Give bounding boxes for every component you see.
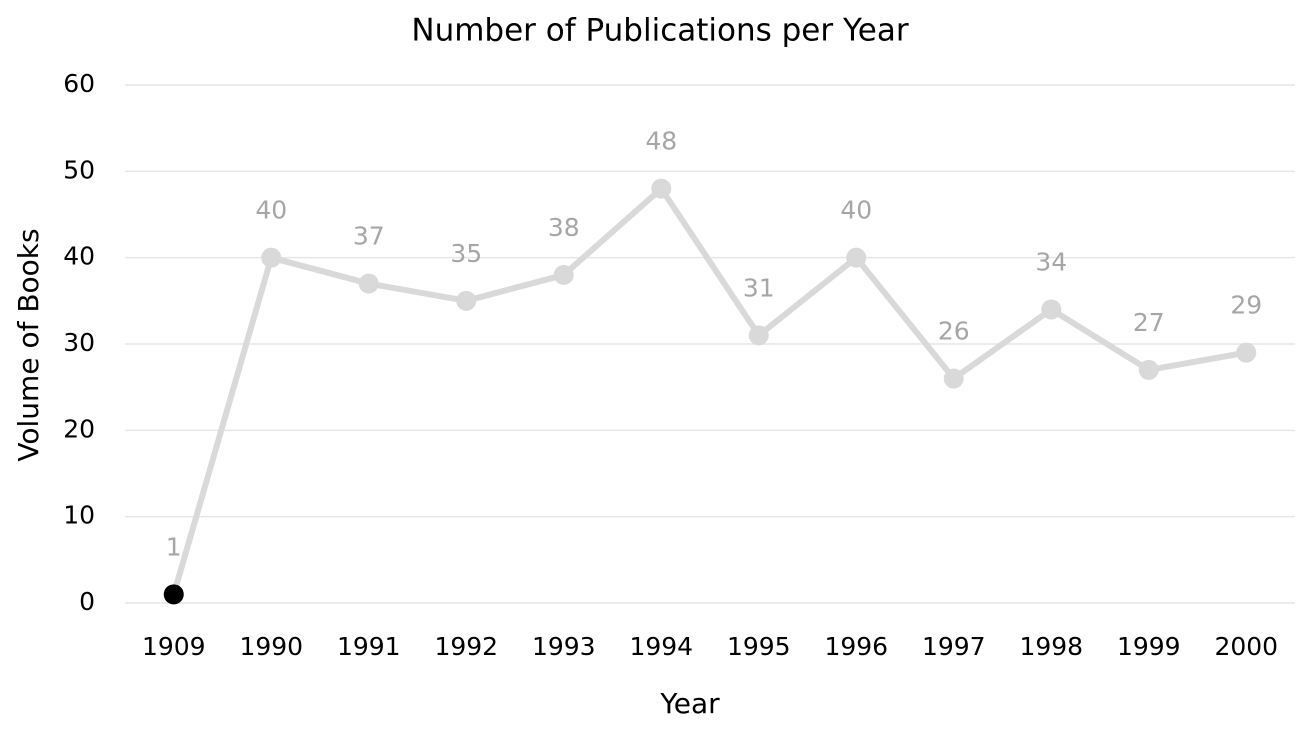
y-axis-title: Volume of Books xyxy=(12,228,45,461)
y-tick-label: 30 xyxy=(63,328,95,357)
y-tick-label: 0 xyxy=(79,587,95,616)
x-tick-label: 1991 xyxy=(337,632,401,661)
data-label: 35 xyxy=(450,239,482,268)
y-tick-label: 50 xyxy=(63,155,95,184)
data-label: 48 xyxy=(645,127,677,156)
x-tick-label: 1990 xyxy=(239,632,303,661)
marker xyxy=(748,325,769,346)
marker xyxy=(163,584,184,605)
x-tick-label: 1995 xyxy=(727,632,791,661)
marker xyxy=(1138,359,1159,380)
x-tick-label: 1997 xyxy=(922,632,986,661)
data-label: 1 xyxy=(166,532,182,561)
data-label: 40 xyxy=(255,196,287,225)
x-tick-label: 1909 xyxy=(142,632,206,661)
marker xyxy=(553,264,574,285)
x-tick-label: 1999 xyxy=(1117,632,1181,661)
marker xyxy=(943,368,964,389)
marker xyxy=(651,178,672,199)
data-label: 37 xyxy=(353,222,385,251)
data-label: 26 xyxy=(938,317,970,346)
x-tick-label: 1998 xyxy=(1019,632,1083,661)
marker xyxy=(1041,299,1062,320)
chart-title: Number of Publications per Year xyxy=(411,13,908,49)
marker xyxy=(358,273,379,294)
x-tick-label: 1992 xyxy=(434,632,498,661)
data-label: 34 xyxy=(1035,247,1067,276)
x-tick-label: 1994 xyxy=(629,632,693,661)
y-tick-label: 10 xyxy=(63,501,95,530)
x-axis-title: Year xyxy=(659,687,720,720)
x-tick-label: 1993 xyxy=(532,632,596,661)
y-tick-label: 20 xyxy=(63,414,95,443)
y-tick-label: 60 xyxy=(63,69,95,98)
data-label: 40 xyxy=(840,196,872,225)
marker xyxy=(1236,342,1257,363)
data-label: 29 xyxy=(1230,291,1262,320)
x-tick-label: 1996 xyxy=(824,632,888,661)
marker xyxy=(846,247,867,268)
data-label: 31 xyxy=(743,273,775,302)
marker xyxy=(261,247,282,268)
line xyxy=(170,185,1247,596)
data-label: 27 xyxy=(1133,308,1165,337)
y-tick-label: 40 xyxy=(63,242,95,271)
data-label: 38 xyxy=(548,213,580,242)
x-tick-label: 2000 xyxy=(1214,632,1278,661)
marker xyxy=(456,290,477,311)
